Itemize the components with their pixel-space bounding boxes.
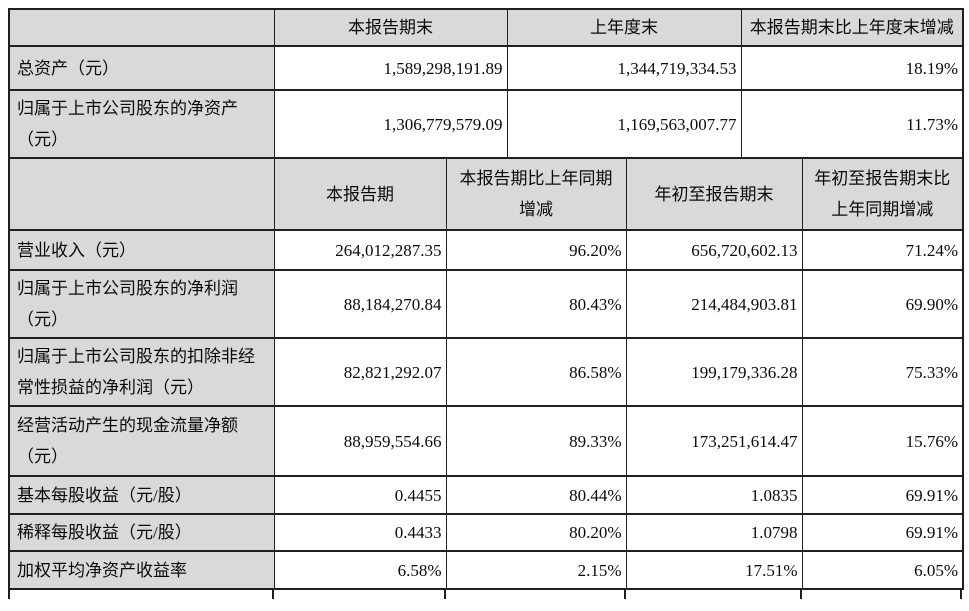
col-header-year-to-date: 年初至报告期末 [625, 157, 803, 231]
value-cell: 656,720,602.13 [625, 229, 803, 271]
col-header-change-vs-prior-year-end: 本报告期末比上年度末增减 [740, 8, 964, 47]
row-label-cell: 经营活动产生的现金流量净额（元） [8, 405, 275, 477]
value-cell: 96.20% [445, 229, 627, 271]
value-cell: 15.76% [801, 405, 964, 477]
column-border-stub [960, 590, 962, 599]
value-cell: 17.51% [625, 550, 803, 590]
row-label-cell: 归属于上市公司股东的净资产（元） [8, 89, 275, 159]
row-label-cell: 基本每股收益（元/股） [8, 475, 275, 515]
value-cell: 86.58% [445, 337, 627, 407]
value-cell: 264,012,287.35 [273, 229, 447, 271]
table-row-weighted-avg-roe: 加权平均净资产收益率 6.58% 2.15% 17.51% 6.05% [8, 550, 964, 590]
corner-cell [8, 8, 275, 47]
value-cell: 199,179,336.28 [625, 337, 803, 407]
value-cell: 6.05% [801, 550, 964, 590]
col-header-change-vs-same-period: 本报告期比上年同期增减 [445, 157, 627, 231]
row-label-cell: 总资产（元） [8, 45, 275, 91]
value-cell: 82,821,292.07 [273, 337, 447, 407]
col-header-prior-year-end: 上年度末 [506, 8, 742, 47]
value-cell: 80.43% [445, 269, 627, 339]
value-cell: 80.44% [445, 475, 627, 515]
table-row-operating-revenue: 营业收入（元） 264,012,287.35 96.20% 656,720,60… [8, 229, 964, 271]
value-cell: 89.33% [445, 405, 627, 477]
header-row: 本报告期 本报告期比上年同期增减 年初至报告期末 年初至报告期末比上年同期增减 [8, 157, 964, 231]
value-cell: 1,169,563,007.77 [506, 89, 742, 159]
table-row-net-profit-excl-nonrecurring: 归属于上市公司股东的扣除非经常性损益的净利润（元） 82,821,292.07 … [8, 337, 964, 407]
table-row-diluted-eps: 稀释每股收益（元/股） 0.4433 80.20% 1.0798 69.91% [8, 513, 964, 552]
table-continuation-stubs [8, 590, 962, 599]
value-cell: 1,306,779,579.09 [273, 89, 508, 159]
value-cell: 2.15% [445, 550, 627, 590]
row-label-cell: 营业收入（元） [8, 229, 275, 271]
value-cell: 88,184,270.84 [273, 269, 447, 339]
value-cell: 69.91% [801, 513, 964, 552]
value-cell: 18.19% [740, 45, 964, 91]
column-border-stub [444, 590, 446, 599]
value-cell: 69.91% [801, 475, 964, 515]
table-row-net-assets: 归属于上市公司股东的净资产（元） 1,306,779,579.09 1,169,… [8, 89, 964, 159]
row-label-cell: 稀释每股收益（元/股） [8, 513, 275, 552]
col-header-ytd-change-vs-same-period: 年初至报告期末比上年同期增减 [801, 157, 964, 231]
value-cell: 214,484,903.81 [625, 269, 803, 339]
column-border-stub [272, 590, 274, 599]
col-header-current-period-end: 本报告期末 [273, 8, 508, 47]
value-cell: 1.0835 [625, 475, 803, 515]
row-label-cell: 归属于上市公司股东的净利润（元） [8, 269, 275, 339]
value-cell: 0.4455 [273, 475, 447, 515]
column-border-stub [800, 590, 802, 599]
table-row-total-assets: 总资产（元） 1,589,298,191.89 1,344,719,334.53… [8, 45, 964, 91]
value-cell: 1,589,298,191.89 [273, 45, 508, 91]
col-header-current-period: 本报告期 [273, 157, 447, 231]
row-label-cell: 加权平均净资产收益率 [8, 550, 275, 590]
table-row-net-profit: 归属于上市公司股东的净利润（元） 88,184,270.84 80.43% 21… [8, 269, 964, 339]
header-row: 本报告期末 上年度末 本报告期末比上年度末增减 [8, 8, 964, 47]
key-financials-period-table: 本报告期 本报告期比上年同期增减 年初至报告期末 年初至报告期末比上年同期增减 … [8, 157, 964, 590]
column-border-stub [624, 590, 626, 599]
value-cell: 6.58% [273, 550, 447, 590]
value-cell: 173,251,614.47 [625, 405, 803, 477]
value-cell: 71.24% [801, 229, 964, 271]
value-cell: 80.20% [445, 513, 627, 552]
table-row-operating-cash-flow: 经营活动产生的现金流量净额（元） 88,959,554.66 89.33% 17… [8, 405, 964, 477]
value-cell: 0.4433 [273, 513, 447, 552]
value-cell: 75.33% [801, 337, 964, 407]
key-financials-period-end-table: 本报告期末 上年度末 本报告期末比上年度末增减 总资产（元） 1,589,298… [8, 8, 964, 159]
corner-cell [8, 157, 275, 231]
row-label-cell: 归属于上市公司股东的扣除非经常性损益的净利润（元） [8, 337, 275, 407]
value-cell: 11.73% [740, 89, 964, 159]
table-row-basic-eps: 基本每股收益（元/股） 0.4455 80.44% 1.0835 69.91% [8, 475, 964, 515]
column-border-stub [8, 590, 10, 599]
value-cell: 88,959,554.66 [273, 405, 447, 477]
value-cell: 1,344,719,334.53 [506, 45, 742, 91]
value-cell: 69.90% [801, 269, 964, 339]
value-cell: 1.0798 [625, 513, 803, 552]
